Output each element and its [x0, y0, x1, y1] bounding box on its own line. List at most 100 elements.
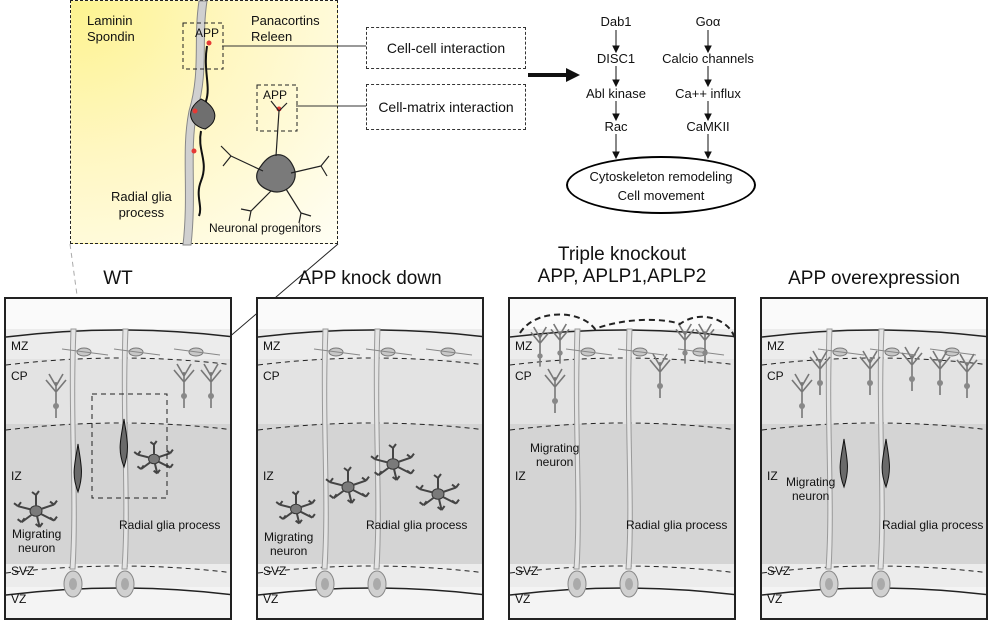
radial-glia-label: Radial glia process [111, 189, 172, 220]
radial-glia-cell [819, 328, 839, 598]
adhesion-mark [191, 148, 197, 154]
ectopic-cluster-outline [519, 313, 734, 340]
cortical-neuron [695, 323, 715, 364]
radial-glia-cell [619, 328, 639, 598]
pathway-right-2: Ca++ influx [675, 86, 741, 101]
zoom-region-box [91, 393, 168, 499]
cortex-panel-triple-knockout: MZ CP IZ SVZ VZ Migrating neuron Radial glia p… [508, 297, 736, 620]
layer-boundary [6, 565, 230, 574]
app-cell-matrix-box [256, 84, 298, 132]
inset-illustration [182, 0, 330, 246]
migrating-neuron-soma [190, 98, 216, 130]
adhesion-mark [206, 40, 212, 46]
migrating-neuron [73, 443, 82, 494]
cortex-illustration [510, 299, 734, 618]
layer-boundary [762, 422, 986, 431]
cortical-neuron [45, 373, 67, 418]
cell-cell-interaction-box: Cell-cell interaction [366, 27, 526, 69]
app-label-right: APP [263, 88, 288, 102]
trailing-process [197, 130, 205, 217]
migrating-neuron-label: Migrating neuron [786, 475, 836, 503]
layer-boundary [258, 422, 482, 431]
progenitors-label: Neuronal progenitors [209, 221, 322, 235]
migrating-neuron [839, 438, 848, 489]
layer-boundary [258, 565, 482, 574]
outcome-oval: Cytoskeleton remodeling Cell movement [566, 156, 756, 214]
pathway-left-3: Rac [604, 119, 628, 134]
radial-glia-cell [367, 328, 387, 598]
layer-boundary [6, 357, 230, 366]
pathway-left-0: Dab1 [600, 14, 632, 29]
radial-glia-cell [63, 328, 83, 598]
cortex-panel-app-knockdown: MZ CP IZ SVZ VZ Migrating neuron Radial glia p… [256, 297, 484, 620]
cortex-illustration [762, 299, 986, 618]
cortical-neuron [956, 353, 978, 398]
pathway-right-1: Calcio channels [662, 51, 754, 66]
panel-title-app-knockdown: APP knock down [298, 268, 442, 289]
layer-boundary [510, 422, 734, 431]
layer-boundary [258, 329, 482, 338]
layer-label-iz: IZ [11, 469, 22, 483]
layer-label-cp: CP [263, 369, 280, 383]
adhesion-mark [192, 108, 198, 114]
cortical-neuron [550, 323, 570, 364]
radial-glia-cell [871, 328, 891, 598]
radial-glia-cell [567, 328, 587, 598]
neuronal-progenitor-cell [133, 440, 174, 475]
radial-glia-cell [315, 328, 335, 598]
neuronal-progenitor-cell [325, 466, 370, 504]
layer-label-cp: CP [11, 369, 28, 383]
cell-cell-interaction-label: Cell-cell interaction [386, 40, 506, 56]
radial-glia-process-label: Radial glia process [366, 518, 468, 532]
cortical-neuron [530, 326, 550, 367]
cortical-neuron [791, 373, 813, 418]
cortical-neuron [649, 353, 671, 398]
panel-title-app-overexpression: APP overexpression [788, 268, 960, 289]
radial-glia-process-label: Radial glia process [119, 518, 221, 532]
pathway-right-3: CaMKII [686, 119, 730, 134]
layer-boundary [510, 565, 734, 574]
layer-boundary [762, 329, 986, 338]
layer-label-cp: CP [515, 369, 532, 383]
pathway-left-1: DISC1 [596, 51, 636, 66]
layer-boundary [258, 357, 482, 366]
layer-label-mz: MZ [11, 339, 29, 353]
ligand-label: Panacortins Releen [251, 13, 320, 44]
cortical-neuron [173, 363, 195, 408]
cell-matrix-interaction-box: Cell-matrix interaction [366, 84, 526, 130]
layer-label-iz: IZ [515, 469, 526, 483]
migrating-neuron [881, 438, 890, 489]
layer-boundary [762, 357, 986, 366]
layer-label-svz: SVZ [767, 564, 791, 578]
layer-label-mz: MZ [515, 339, 533, 353]
layer-label-svz: SVZ [11, 564, 35, 578]
pathway-left-2: Abl kinase [586, 86, 646, 101]
migrating-neuron [119, 418, 128, 469]
cortical-neuron [929, 350, 951, 395]
layer-label-vz: VZ [767, 592, 783, 606]
cortex-panel-app-overexpression: MZ CP IZ SVZ VZ Migrating neuron Radial glia p… [760, 297, 988, 620]
layer-label-vz: VZ [11, 592, 27, 606]
outcome-line2: Cell movement [617, 188, 705, 203]
migrating-neuron-label: Migrating neuron [264, 530, 314, 558]
cortical-neuron [675, 323, 695, 364]
layer-boundary [510, 357, 734, 366]
migrating-neuron-label: Migrating neuron [12, 527, 62, 555]
neuronal-progenitor-cell [275, 490, 316, 525]
layer-label-vz: VZ [263, 592, 279, 606]
layer-boundary [6, 422, 230, 431]
layer-label-svz: SVZ [263, 564, 287, 578]
outcome-line1: Cytoskeleton remodeling [589, 169, 733, 184]
cortical-neuron [809, 350, 831, 395]
layer-boundary [762, 565, 986, 574]
layer-label-svz: SVZ [515, 564, 539, 578]
cortex-panel-wt: MZ CP IZ SVZ VZ Migrating neuron Radial glia p… [4, 297, 232, 620]
app-label-top: APP [195, 26, 220, 40]
layer-label-iz: IZ [263, 469, 274, 483]
cortex-illustration [258, 299, 482, 618]
cortex-illustration [6, 299, 230, 618]
layer-label-mz: MZ [263, 339, 281, 353]
inset-magnified-view: Laminin Spondin Panacortins Releen APP A… [70, 0, 338, 246]
cortical-neuron [200, 363, 222, 408]
migrating-neuron-label: Migrating neuron [530, 441, 580, 469]
